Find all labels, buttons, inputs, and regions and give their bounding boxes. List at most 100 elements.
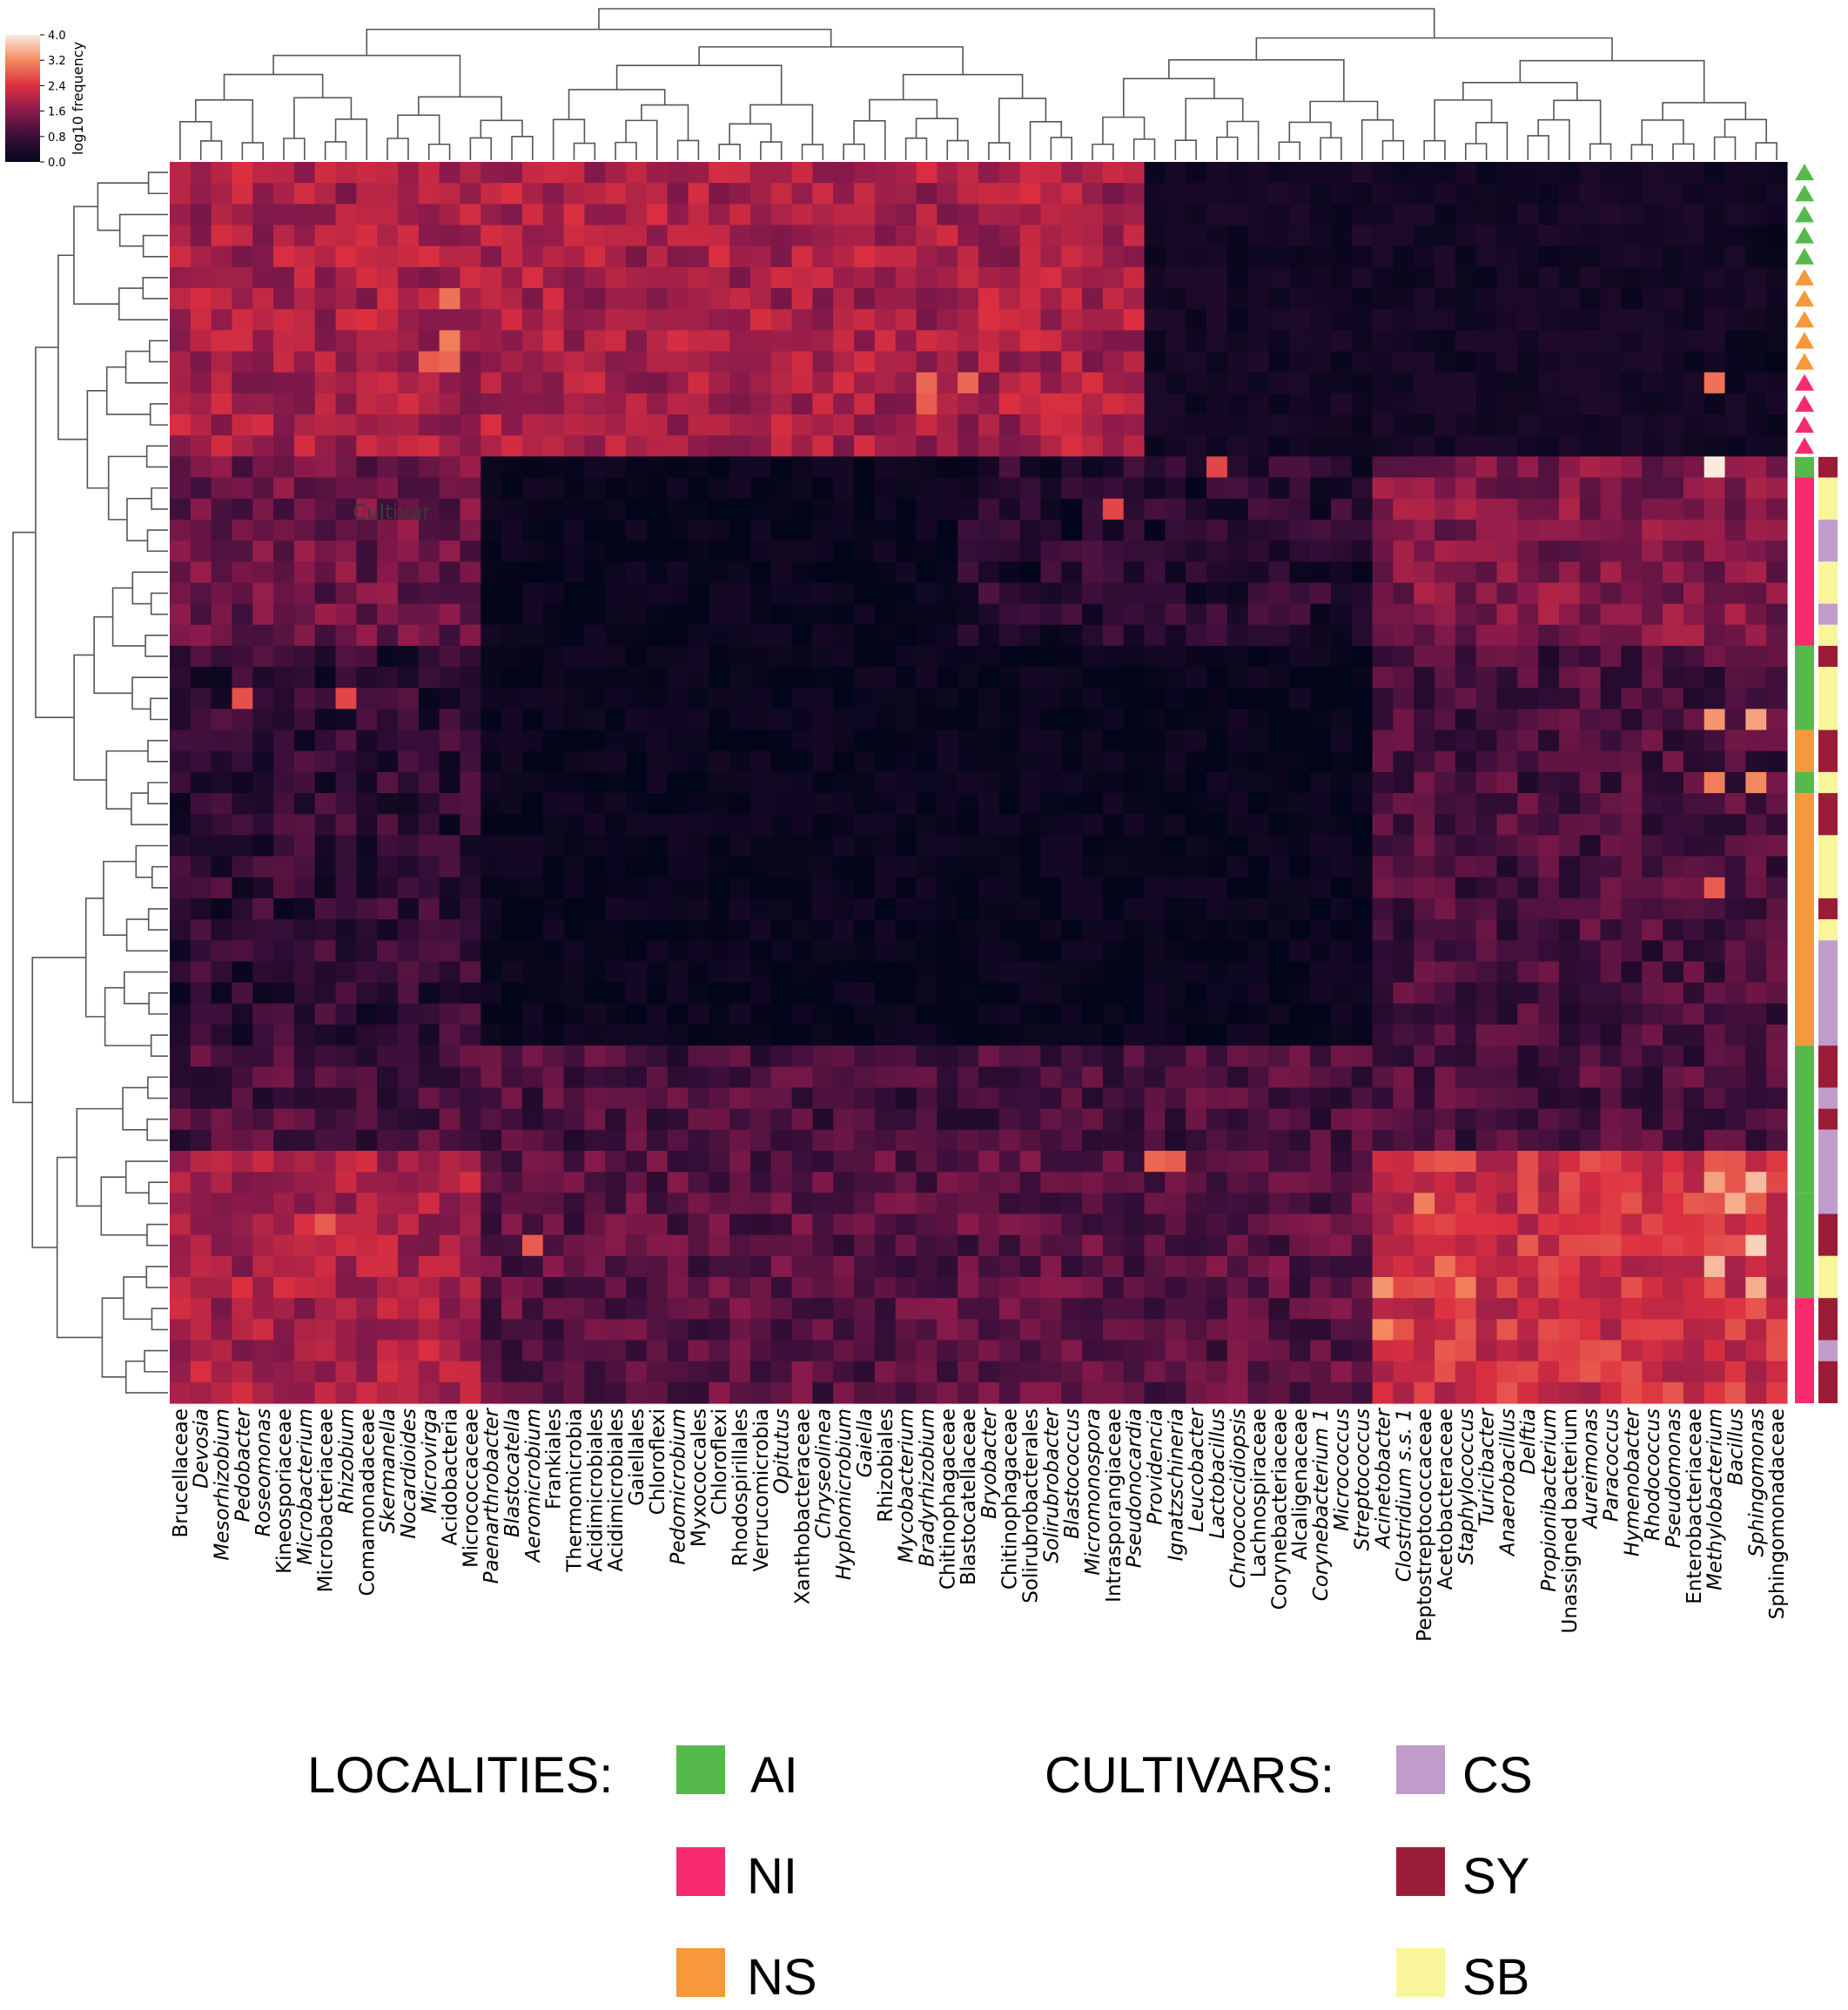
heatmap-cell [1517,1381,1539,1404]
heatmap-cell [1040,288,1062,310]
heatmap-cell [874,582,897,605]
heatmap-cell [1372,1361,1394,1383]
heatmap-cell [1724,897,1746,920]
heatmap-cell [709,667,730,689]
heatmap-cell [418,919,440,941]
heatmap-cell [377,877,399,899]
heatmap-cell [1704,856,1726,878]
dendrogram-link [552,118,586,160]
heatmap-cell [1475,603,1498,626]
heatmap-cell [1393,1024,1415,1046]
heatmap-cell [314,729,337,752]
heatmap-cell [1579,1003,1602,1025]
heatmap-cell [439,1024,461,1046]
heatmap-cell [521,225,544,247]
heatmap-cell [729,814,751,837]
heatmap-cell [356,582,378,605]
heatmap-cell [563,266,586,289]
heatmap-cell [812,1172,834,1193]
heatmap-cell [1351,1234,1374,1257]
heatmap-cell [791,477,814,500]
heatmap-cell [1144,835,1166,857]
heatmap-cell [978,1298,1000,1320]
heatmap-cell [895,183,917,205]
heatmap-cell [1372,351,1394,373]
heatmap-cell [1082,919,1104,941]
heatmap-cell [211,1298,233,1320]
heatmap-cell [1435,729,1456,752]
heatmap-cell [1642,266,1663,289]
heatmap-cell [542,225,565,247]
colorbar-tick-label: 4.0 [48,30,66,43]
heatmap-cell [1206,877,1228,899]
heatmap-cell [377,372,399,394]
heatmap-cell [937,961,958,984]
heatmap-cell [605,750,627,773]
heatmap-cell [563,835,586,857]
heatmap-cell [1496,814,1518,837]
heatmap-cell [646,688,669,710]
heatmap-cell [1082,162,1104,184]
heatmap-cell [190,288,212,310]
heatmap-cell [211,1340,233,1362]
heatmap-cell [252,245,274,268]
heatmap-cell [1745,183,1767,205]
heatmap-cell [1061,435,1083,457]
heatmap-cell [1268,919,1290,941]
heatmap-cell [1040,541,1062,562]
heatmap-cell [170,624,192,647]
heatmap-cell [709,1045,730,1067]
heatmap-cell [273,330,295,353]
heatmap-cell [584,477,606,500]
heatmap-cell [1600,1298,1623,1320]
heatmap-cell [1704,603,1726,626]
heatmap-cell [1393,351,1415,373]
heatmap-cell [1123,1298,1146,1320]
heatmap-cell [749,1003,772,1025]
heatmap-cell [958,1361,979,1383]
dendrogram-link [149,403,168,426]
heatmap-cell [1455,1213,1477,1236]
heatmap-cell [1579,1045,1602,1067]
heatmap-cell [770,519,793,541]
heatmap-cell [1683,1276,1705,1299]
heatmap-cell [978,897,1000,920]
heatmap-cell [1123,1193,1146,1215]
heatmap-cell [1247,1003,1270,1025]
heatmap-cell [729,1213,751,1236]
heatmap-cell [916,688,937,710]
heatmap-cell [1144,1003,1166,1025]
heatmap-cell [232,456,253,479]
heatmap-cell [1144,688,1166,710]
heatmap-cell [1226,919,1249,941]
heatmap-cell [190,1024,212,1046]
heatmap-cell [1393,1150,1415,1173]
heatmap-cell [1226,1087,1249,1110]
heatmap-cell [563,519,586,541]
heatmap-cell [1268,793,1290,815]
heatmap-cell [1414,456,1435,479]
heatmap-cell [211,1003,233,1025]
heatmap-cell [542,1255,565,1278]
heatmap-cell [1268,183,1290,205]
heatmap-cell [1082,961,1104,984]
heatmap-cell [916,245,937,268]
heatmap-cell [1683,1087,1705,1110]
heatmap-cell [1621,1213,1643,1236]
heatmap-cell [232,204,253,226]
heatmap-cell [1517,940,1539,963]
heatmap-cell [1123,372,1146,394]
heatmap-cell [460,1108,481,1131]
heatmap-cell [232,1298,253,1320]
heatmap-cell [1538,204,1560,226]
heatmap-cell [1186,982,1207,1005]
heatmap-cell [1247,1024,1270,1046]
heatmap-cell [1330,603,1353,626]
heatmap-cell [480,477,502,500]
heatmap-cell [293,225,316,247]
heatmap-cell [563,351,586,373]
heatmap-cell [729,1381,751,1404]
heatmap-cell [542,1340,565,1362]
heatmap-cell [398,729,420,752]
